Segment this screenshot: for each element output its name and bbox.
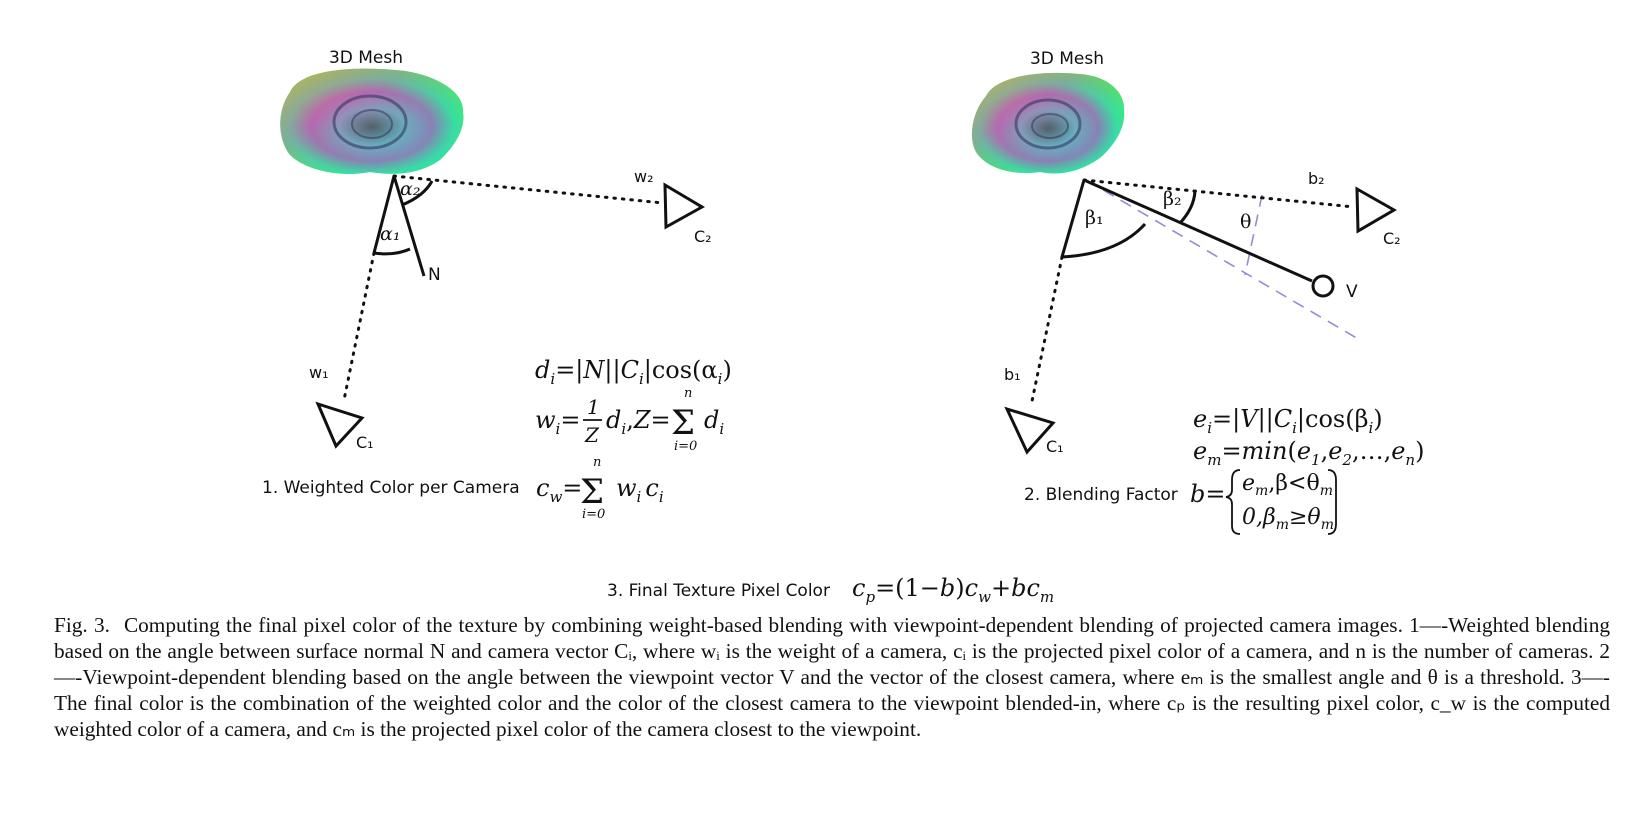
- b1-label: b₁: [1004, 365, 1021, 384]
- theta-marker-line: [1244, 194, 1263, 276]
- equation-b: b= em,β<θm 0,βm≥θm: [1190, 469, 1337, 535]
- svg-text:wi=: wi=: [535, 406, 580, 438]
- left-mesh-label: 3D Mesh: [329, 48, 403, 68]
- beta2-label: β₂: [1163, 188, 1182, 210]
- svg-text:i=0: i=0: [674, 439, 697, 454]
- figure-caption: Fig. 3. Computing the final pixel color o…: [54, 612, 1610, 742]
- beta1-edge: [1060, 179, 1086, 258]
- svg-text:Σ: Σ: [580, 472, 604, 512]
- theta-label: θ: [1240, 211, 1251, 233]
- svg-text:Σ: Σ: [671, 403, 695, 443]
- equation-c-p: cp=(1−b)cw+bcm: [852, 574, 1054, 606]
- camera-c2-icon-right: [1355, 186, 1398, 234]
- equation-w-i: wi= 1 Z di,Z= n Σ i=0 di: [535, 386, 724, 454]
- viewpoint-label: V: [1346, 282, 1358, 302]
- svg-text:Z: Z: [584, 423, 600, 447]
- alpha1-label: α₁: [380, 223, 400, 245]
- svg-text:1: 1: [587, 395, 600, 419]
- camera-c1-icon-right: [1004, 406, 1056, 455]
- camera-c1-icon: [315, 401, 365, 449]
- beta2-arc: [1178, 190, 1197, 225]
- right-mesh-label: 3D Mesh: [1030, 49, 1104, 69]
- svg-text:di,Z=: di,Z=: [606, 406, 671, 438]
- camera2-ray: [392, 174, 665, 205]
- right-mesh-image: [971, 72, 1125, 174]
- c1-label-right: C₁: [1046, 437, 1064, 456]
- normal-vector-n: [392, 175, 426, 277]
- alpha1-edge: [372, 175, 396, 254]
- c2-label: C₂: [694, 227, 712, 246]
- svg-text:di: di: [704, 406, 724, 438]
- figure-label: Fig. 3.: [54, 613, 110, 637]
- alpha1-arc: [373, 247, 411, 256]
- svg-text:i=0: i=0: [582, 507, 605, 522]
- svg-text:0,βm≥θm: 0,βm≥θm: [1242, 505, 1334, 533]
- beta1-arc: [1061, 222, 1147, 259]
- w1-label: w₁: [309, 363, 329, 382]
- section-1-label: 1. Weighted Color per Camera: [262, 478, 520, 498]
- left-panel: 3D Mesh α₂ α₁ N w₂ C₂ w₁ C₁ di=|N||Ci|co…: [262, 48, 732, 522]
- section-2-label: 2. Blending Factor: [1024, 485, 1178, 505]
- svg-text:cw=: cw=: [536, 474, 582, 506]
- c1-label: C₁: [356, 433, 374, 452]
- camera-c2-icon: [663, 182, 706, 230]
- equation-e-m: em=min(e1,e2,…,en): [1193, 437, 1424, 469]
- alpha2-label: α₂: [400, 178, 420, 200]
- figure-diagram: 3D Mesh α₂ α₁ N w₂ C₂ w₁ C₁ di=|N||Ci|co…: [262, 48, 1424, 606]
- b2-label: b₂: [1308, 169, 1325, 188]
- section-3-label: 3. Final Texture Pixel Color: [607, 581, 830, 601]
- normal-label: N: [428, 265, 441, 285]
- viewpoint-marker: [1311, 274, 1335, 298]
- w2-label: w₂: [634, 167, 654, 186]
- svg-text:b=: b=: [1190, 480, 1225, 508]
- beta1-label: β₁: [1085, 207, 1104, 229]
- svg-text:em,β<θm: em,β<θm: [1242, 471, 1333, 499]
- c2-label-right: C₂: [1383, 229, 1401, 248]
- alpha2-arc: [401, 180, 434, 207]
- svg-text:n: n: [593, 455, 601, 470]
- caption-text: Computing the final pixel color of the t…: [54, 613, 1610, 741]
- viewpoint-vector-v: [1083, 178, 1313, 283]
- svg-text:n: n: [684, 386, 692, 401]
- blend-threshold-line: [1085, 179, 1361, 341]
- right-panel: 3D Mesh V β₁ β₂ θ b₂ C₂ b₁ C₁ e: [971, 49, 1424, 535]
- equation-d-i: di=|N||Ci|cos(αi): [535, 356, 732, 388]
- camera1-ray: [342, 251, 376, 402]
- camera1-ray-right: [1029, 255, 1064, 408]
- final-section: 3. Final Texture Pixel Color cp=(1−b)cw+…: [607, 574, 1054, 606]
- equation-e-i: ei=|V||Ci|cos(βi): [1193, 405, 1383, 437]
- camera2-ray-right: [1082, 178, 1356, 209]
- left-mesh-image: [280, 68, 464, 175]
- equation-c-w: cw= n Σ i=0 wi ci: [536, 455, 664, 522]
